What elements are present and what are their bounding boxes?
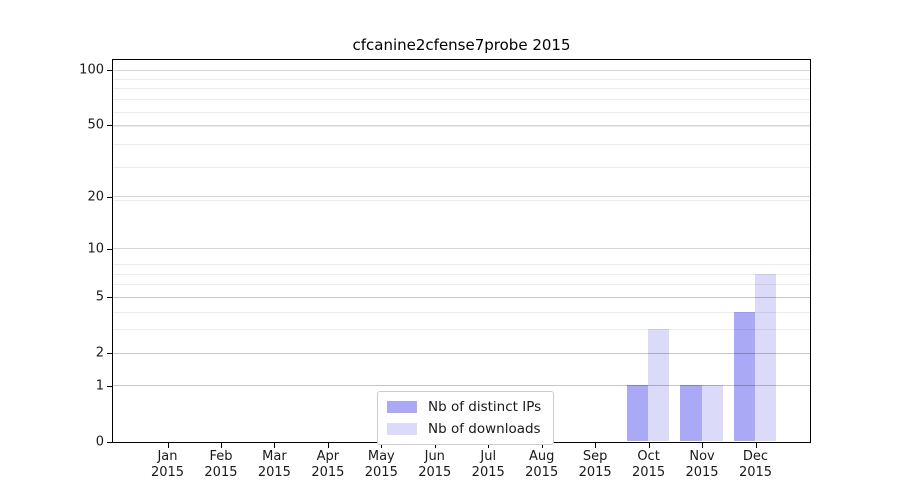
x-tick-year: 2015 bbox=[204, 465, 238, 480]
gridline-minor bbox=[113, 126, 810, 128]
x-tick-label: Feb 2015 bbox=[191, 449, 251, 481]
x-tick bbox=[702, 443, 704, 448]
gridline-minor bbox=[113, 284, 810, 286]
legend-item-downloads: Nb of downloads bbox=[387, 421, 541, 437]
plot-area bbox=[112, 59, 811, 443]
x-tick bbox=[648, 443, 650, 448]
y-tick-label: 10 bbox=[87, 241, 104, 257]
x-tick-year: 2015 bbox=[525, 465, 559, 480]
x-tick-label: Dec 2015 bbox=[726, 449, 786, 481]
gridline-minor bbox=[113, 296, 810, 298]
gridline-minor bbox=[113, 352, 810, 354]
x-tick-year: 2015 bbox=[685, 465, 719, 480]
y-tick bbox=[107, 196, 112, 198]
x-tick-year: 2015 bbox=[150, 465, 185, 480]
bar-dec-distinct-ips bbox=[733, 311, 755, 441]
x-tick-label: Apr 2015 bbox=[298, 449, 358, 481]
x-tick bbox=[595, 443, 597, 448]
gridline-major bbox=[113, 296, 810, 298]
x-tick-year: 2015 bbox=[738, 465, 773, 480]
x-tick bbox=[220, 443, 222, 448]
bar-nov-downloads bbox=[701, 385, 723, 441]
y-tick bbox=[107, 125, 112, 127]
x-tick-label: Mar 2015 bbox=[244, 449, 304, 481]
x-tick bbox=[327, 443, 329, 448]
y-tick-label: 100 bbox=[79, 62, 104, 78]
gridline-minor bbox=[113, 273, 810, 275]
gridline-minor bbox=[113, 329, 810, 331]
x-tick bbox=[167, 443, 169, 448]
x-tick bbox=[488, 443, 490, 448]
gridline-minor bbox=[113, 99, 810, 101]
legend-label-downloads: Nb of downloads bbox=[428, 421, 541, 437]
y-tick bbox=[107, 248, 112, 250]
bar-oct-distinct-ips bbox=[626, 385, 649, 441]
x-tick-year: 2015 bbox=[364, 465, 398, 480]
x-tick-year: 2015 bbox=[418, 465, 452, 480]
x-tick-label: Jul 2015 bbox=[458, 449, 518, 481]
x-tick-label: Nov 2015 bbox=[672, 449, 732, 481]
x-tick-label: May 2015 bbox=[351, 449, 411, 481]
x-tick bbox=[274, 443, 276, 448]
y-tick-label: 50 bbox=[87, 117, 104, 133]
y-tick bbox=[107, 297, 112, 299]
legend-item-distinct-ips: Nb of distinct IPs bbox=[387, 399, 541, 415]
legend: Nb of distinct IPs Nb of downloads bbox=[377, 391, 555, 445]
gridline-minor bbox=[113, 167, 810, 169]
gridline-minor bbox=[113, 79, 810, 81]
x-tick bbox=[755, 443, 757, 448]
x-tick bbox=[381, 443, 383, 448]
gridline-minor bbox=[113, 311, 810, 313]
x-tick-label: Sep 2015 bbox=[565, 449, 625, 481]
gridline-major bbox=[113, 352, 810, 354]
gridline-minor bbox=[113, 144, 810, 146]
x-tick bbox=[541, 443, 543, 448]
y-tick bbox=[107, 441, 112, 443]
bar-nov-distinct-ips bbox=[680, 385, 702, 441]
x-tick-year: 2015 bbox=[471, 465, 505, 480]
gridline-major bbox=[113, 196, 810, 198]
gridline-minor bbox=[113, 264, 810, 266]
y-tick-label: 20 bbox=[87, 189, 104, 205]
gridline-minor bbox=[113, 385, 810, 387]
gridline-minor bbox=[113, 88, 810, 90]
x-tick-label: Oct 2015 bbox=[619, 449, 679, 481]
y-tick bbox=[107, 385, 112, 387]
legend-label-distinct-ips: Nb of distinct IPs bbox=[428, 399, 542, 415]
x-tick-year: 2015 bbox=[257, 465, 291, 480]
x-tick-label: Aug 2015 bbox=[512, 449, 572, 481]
x-tick bbox=[434, 443, 436, 448]
y-tick-label: 2 bbox=[95, 345, 104, 361]
legend-swatch-downloads-icon bbox=[387, 423, 417, 435]
x-tick-label: Jun 2015 bbox=[405, 449, 465, 481]
x-tick-label: Jan 2015 bbox=[138, 449, 198, 481]
gridline-minor bbox=[113, 111, 810, 113]
y-tick-label: 5 bbox=[95, 289, 104, 305]
gridline-minor bbox=[113, 200, 810, 201]
bar-oct-downloads bbox=[648, 329, 670, 441]
y-tick bbox=[107, 70, 112, 72]
x-tick-year: 2015 bbox=[311, 465, 345, 480]
y-tick-label: 0 bbox=[95, 434, 104, 449]
legend-swatch-distinct-ips-icon bbox=[387, 401, 417, 413]
gridline-major bbox=[113, 385, 810, 387]
x-tick-year: 2015 bbox=[578, 465, 612, 480]
y-tick bbox=[107, 353, 112, 355]
x-tick-year: 2015 bbox=[632, 465, 666, 480]
gridline-major bbox=[113, 248, 810, 250]
bar-dec-downloads bbox=[755, 273, 777, 441]
gridline-major bbox=[113, 124, 810, 126]
chart-title: cfcanine2cfense7probe 2015 bbox=[352, 36, 571, 54]
gridline-major bbox=[113, 69, 810, 71]
y-tick-label: 1 bbox=[95, 378, 104, 394]
